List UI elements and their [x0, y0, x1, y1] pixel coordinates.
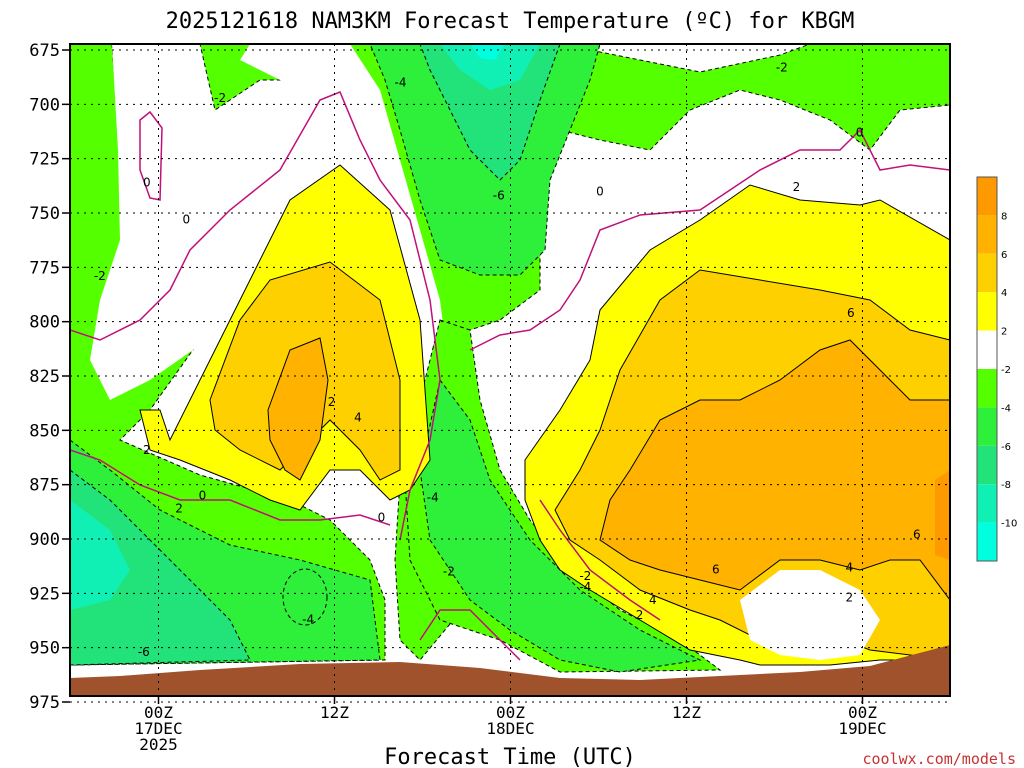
x-tick-label-3-0: 12Z: [672, 703, 701, 722]
contour-label-4: 0: [183, 213, 191, 227]
zero-line-upper-left: [70, 91, 441, 541]
contour-label-6: -6: [493, 189, 505, 203]
contour-label-5: -2: [94, 269, 106, 283]
colorbar-swatch-0: [977, 177, 997, 216]
contour-label-21: 4: [649, 593, 657, 607]
contour-label-24: 4: [845, 560, 853, 574]
credit: coolwx.com/models: [862, 750, 1016, 768]
cold-left-white-tongue: [90, 44, 230, 400]
warm-nose-6: [267, 337, 329, 481]
temperature-field: [70, 44, 950, 696]
zero-isotherms: [70, 91, 950, 661]
y-tick-label-875: 875: [29, 476, 60, 496]
contour-label-8: 2: [793, 180, 801, 194]
y-tick-label-825: 825: [29, 367, 60, 387]
contour-label-9: 0: [856, 126, 864, 140]
y-tick-label-750: 750: [29, 204, 60, 224]
contour-label-28: -6: [138, 645, 150, 659]
terrain: [70, 645, 950, 696]
contour-label-13: 2: [175, 502, 183, 516]
warm-sector-low-white: [740, 570, 880, 660]
cold-tongue-4: [419, 378, 702, 673]
x-tick-label-2-0: 00Z: [496, 703, 525, 722]
x-tick-label-4-1: 19DEC: [838, 719, 886, 738]
cold-left-8: [70, 500, 130, 610]
contour-label-18: -2: [443, 565, 455, 579]
contour-label-20: -4: [579, 580, 591, 594]
contour-label-3: 0: [143, 176, 151, 190]
colorbar-swatch-9: [977, 522, 997, 561]
cold-blob-925: [282, 568, 328, 626]
contour-label-10: 6: [847, 306, 855, 320]
zero-line-lower-right: [539, 499, 661, 621]
colorbar-swatch-2: [977, 253, 997, 293]
colorbar-swatch-8: [977, 484, 997, 523]
y-tick-label-700: 700: [29, 95, 60, 115]
colorbar-label-1: 6: [1001, 250, 1007, 261]
x-tick-label-2-1: 18DEC: [486, 719, 534, 738]
colorbar-label-2: 4: [1001, 288, 1007, 299]
colorbar-label-4: -2: [1001, 365, 1011, 376]
cold-left-6: [70, 469, 251, 666]
contour-label-0: -2: [214, 91, 226, 105]
colorbar-label-5: -4: [1001, 403, 1011, 414]
colorbar-swatch-1: [977, 215, 997, 254]
contour-label-15: 4: [354, 410, 362, 424]
colorbar-label-8: -10: [1001, 519, 1017, 530]
contour-label-25: 2: [845, 591, 853, 605]
colorbar-label-3: 2: [1001, 327, 1007, 338]
zero-line-right: [469, 128, 950, 351]
cold-upper-6: [419, 44, 561, 181]
zero-line-left: [139, 110, 163, 201]
warm-sector-8: [935, 470, 950, 560]
contour-label-12: 0: [199, 489, 207, 503]
y-tick-label-775: 775: [29, 258, 60, 278]
contour-label-11: 2: [143, 443, 151, 457]
colorbar-swatch-6: [977, 407, 997, 446]
y-tick-label-850: 850: [29, 421, 60, 441]
y-tick-label-725: 725: [29, 150, 60, 170]
contour-label-27: -4: [302, 612, 314, 626]
y-tick-label-975: 975: [29, 693, 60, 713]
colorbar-swatch-5: [977, 369, 997, 408]
y-axis: 675 700 725 750 775 800 825 850 875 900 925 950 975: [29, 41, 70, 713]
y-tick-label-900: 900: [29, 530, 60, 550]
x-tick-label-0-1: 17DEC: [134, 719, 182, 738]
contour-label-16: 0: [378, 510, 386, 524]
x-tick-label-0-0: 00Z: [144, 703, 173, 722]
y-tick-label-675: 675: [29, 41, 60, 61]
contour-label-7: 0: [596, 184, 604, 198]
y-tick-label-800: 800: [29, 313, 60, 333]
colorbar-swatch-7: [977, 445, 997, 485]
y-tick-label-950: 950: [29, 639, 60, 659]
x-tick-label-4-0: 00Z: [848, 703, 877, 722]
colorbar-label-6: -6: [1001, 442, 1011, 453]
chart-title: 2025121618 NAM3KM Forecast Temperature (…: [166, 9, 855, 34]
x-tick-label-0-2: 2025: [139, 735, 178, 754]
zero-line-mid: [419, 609, 521, 661]
x-tick-label-1-0: 12Z: [320, 703, 349, 722]
contour-label-1: -4: [395, 76, 407, 90]
colorbar-swatch-3: [977, 292, 997, 331]
contour-label-26: 6: [913, 528, 921, 542]
contour-label-23: 6: [712, 562, 720, 576]
colorbar-swatch-4: [977, 330, 997, 369]
colorbar-label-7: -8: [1001, 480, 1011, 491]
contour-label-17: -4: [427, 491, 439, 505]
zero-line-lower-left: [70, 449, 391, 526]
colorbar-label-0: 8: [1001, 211, 1007, 222]
colorbar: 8 6 4 2 -2 -4 -6 -8 -10: [976, 176, 1017, 562]
contour-label-2: -2: [776, 60, 788, 74]
x-axis-label: Forecast Time (UTC): [384, 745, 636, 768]
cold-upper-8: [440, 44, 540, 90]
y-tick-label-925: 925: [29, 584, 60, 604]
contour-label-14: 2: [328, 395, 336, 409]
contour-label-19: -2: [579, 569, 591, 583]
cold-upper-10: [470, 44, 505, 60]
colorbar-frame: [976, 176, 998, 562]
contour-label-22: 2: [636, 608, 644, 622]
